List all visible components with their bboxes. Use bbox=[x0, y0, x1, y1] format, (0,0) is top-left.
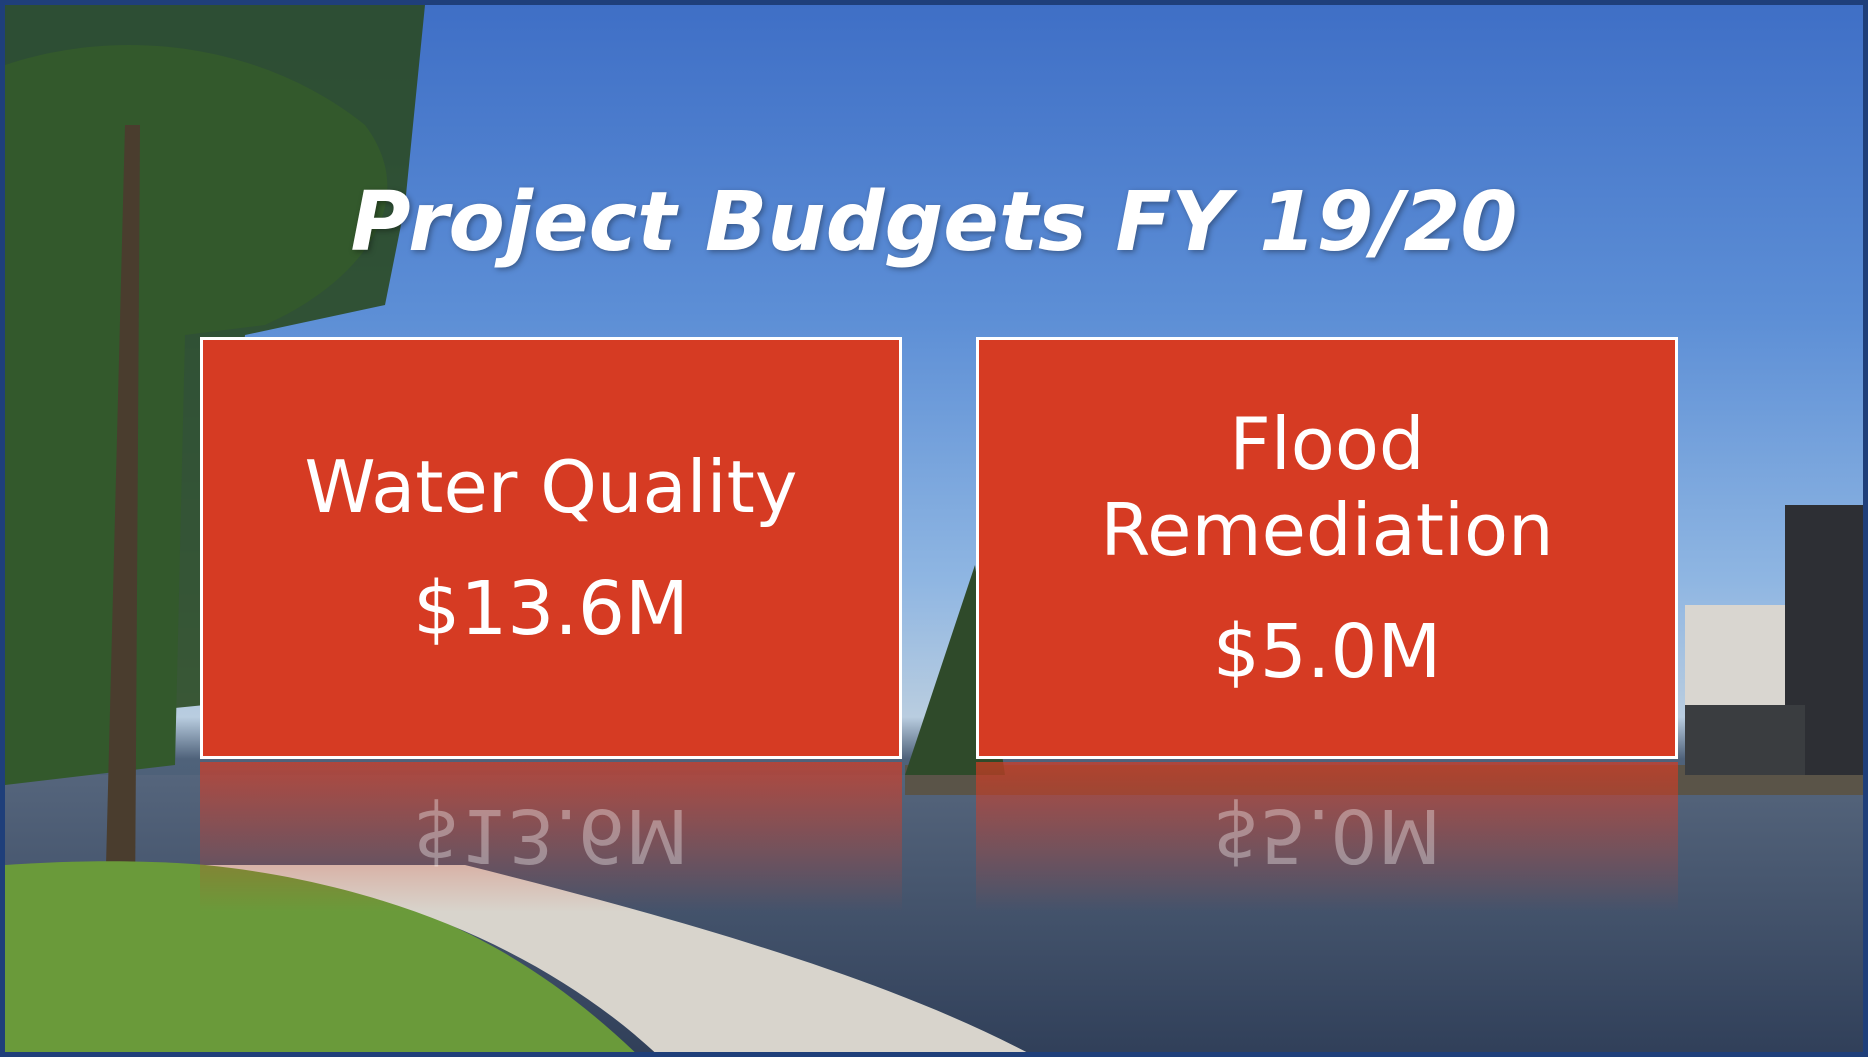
budget-card: Flood Remediation $5.0M bbox=[976, 337, 1678, 759]
card-label: Flood Remediation bbox=[1100, 402, 1554, 572]
budget-card: Water Quality $13.6M bbox=[200, 337, 902, 759]
reflected-amount: $13.6M bbox=[413, 792, 689, 878]
card-amount: $5.0M bbox=[1212, 609, 1442, 695]
card-reflection: $13.6M bbox=[200, 762, 902, 912]
card-amount: $13.6M bbox=[413, 566, 689, 652]
slide-title: Project Budgets FY 19/20 bbox=[350, 175, 1518, 270]
reflected-amount: $5.0M bbox=[1212, 792, 1442, 878]
card-label: Water Quality bbox=[304, 445, 798, 529]
card-reflection: $5.0M bbox=[976, 762, 1678, 912]
